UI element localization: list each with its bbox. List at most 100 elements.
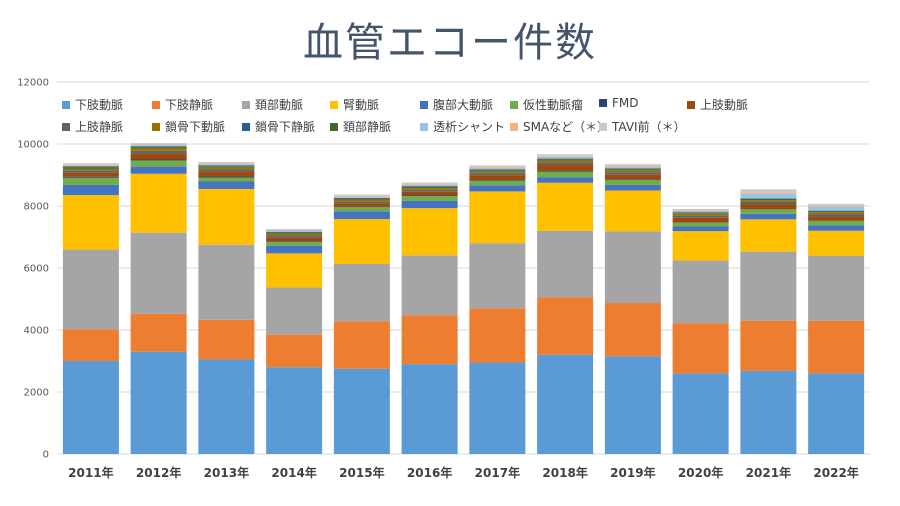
bar-segment (469, 169, 526, 171)
legend-swatch (687, 100, 695, 109)
bar-segment (604, 179, 661, 180)
bar-segment (808, 373, 865, 454)
bar-segment (537, 156, 594, 159)
bar-segment (808, 206, 865, 211)
bar-segment (537, 170, 594, 172)
bar-segment (333, 196, 390, 198)
legend-item: 上肢動脈 (687, 96, 748, 113)
bar-segment (537, 177, 594, 183)
bar-segment (266, 237, 323, 242)
bar-segment (808, 212, 865, 215)
legend-swatch (242, 122, 250, 131)
bar-segment (333, 199, 390, 202)
bar-segment (604, 184, 661, 191)
legend-swatch (420, 100, 428, 109)
bar-segment (808, 225, 865, 231)
legend-swatch (599, 122, 607, 131)
legend-swatch (152, 122, 160, 131)
legend-label: FMD (612, 96, 639, 110)
bar-segment (469, 362, 526, 454)
y-tick-label: 4000 (24, 326, 49, 337)
bar-segment (808, 220, 865, 226)
bar-segment (604, 169, 661, 171)
bar-segment (740, 370, 797, 454)
bar-segment (130, 232, 187, 314)
bar-segment (198, 166, 255, 167)
bar-segment (469, 191, 526, 244)
y-tick-label: 8000 (24, 202, 49, 213)
bar-segment (62, 165, 119, 167)
bar-segment (469, 165, 526, 167)
bar-segment (537, 182, 594, 231)
bar-segment (537, 158, 594, 160)
x-tick-label: 2019年 (610, 465, 655, 480)
legend-item: 鎖骨下静脈 (242, 118, 315, 135)
legend-swatch (242, 100, 250, 109)
bar-segment (130, 146, 187, 148)
y-tick-label: 6000 (24, 264, 49, 275)
bar-segment (469, 166, 526, 168)
bar-segment (469, 180, 526, 186)
bar-segment (198, 359, 255, 454)
bar-segment (740, 209, 797, 214)
bar-segment (604, 356, 661, 454)
legend-item: FMD (599, 96, 639, 110)
bar-segment (469, 179, 526, 181)
bar-segment (808, 216, 865, 221)
bar-segment (537, 154, 594, 156)
bar-segment (537, 162, 594, 166)
x-tick-label: 2012年 (136, 465, 181, 480)
bar-segment (401, 191, 458, 196)
bar-segment (333, 206, 390, 208)
legend-item: 下肢静脈 (152, 96, 213, 113)
bar-segment (537, 230, 594, 298)
bar-segment (62, 172, 119, 177)
bar-segment (604, 172, 661, 175)
legend-swatch (330, 100, 338, 109)
bar-segment (672, 215, 729, 218)
bar-segment (266, 367, 323, 454)
bar-segment (604, 174, 661, 180)
legend-item: TAVI前（＊） (599, 118, 686, 135)
bar-segment (130, 150, 187, 154)
bar-segment (266, 229, 323, 231)
bar-segment (740, 320, 797, 371)
x-tick-label: 2021年 (746, 465, 791, 480)
bar-segment (537, 165, 594, 171)
bar-segment (62, 166, 119, 168)
bar-segment (130, 144, 187, 147)
bar-segment (740, 219, 797, 252)
bar-segment (740, 198, 797, 200)
bar-segment (537, 354, 594, 454)
legend-label: 仮性動脈瘤 (523, 98, 584, 112)
bar-segment (808, 255, 865, 321)
bar-segment (740, 199, 797, 201)
y-tick-label: 2000 (24, 388, 49, 399)
x-tick-label: 2016年 (407, 465, 452, 480)
legend-label: 頚部静脈 (343, 120, 392, 134)
bar-segment (604, 190, 661, 232)
bar-segment (808, 214, 865, 217)
y-tick-label: 10000 (17, 140, 49, 151)
bar-segment (740, 251, 797, 321)
bar-segment (130, 173, 187, 233)
bar-segment (62, 177, 119, 185)
x-tick-label: 2018年 (542, 465, 587, 480)
legend-item: 頚部静脈 (330, 118, 391, 135)
bar-segment (333, 263, 390, 322)
bar-segment (130, 313, 187, 352)
bar-segment (266, 241, 323, 242)
bar-segment (808, 230, 865, 256)
legend-item: 下肢動脈 (62, 96, 123, 113)
bar-segment (672, 226, 729, 232)
bar-segment (130, 143, 187, 145)
legend-swatch (510, 122, 518, 131)
bar-segment (469, 185, 526, 192)
bar-segment (266, 334, 323, 368)
bar-segment (62, 163, 119, 165)
bar-segment (198, 177, 255, 182)
legend-label: 上肢動脈 (700, 98, 749, 112)
legend-swatch (599, 99, 607, 107)
bar-segment (62, 168, 119, 171)
legend-label: 上肢静脈 (75, 120, 124, 134)
